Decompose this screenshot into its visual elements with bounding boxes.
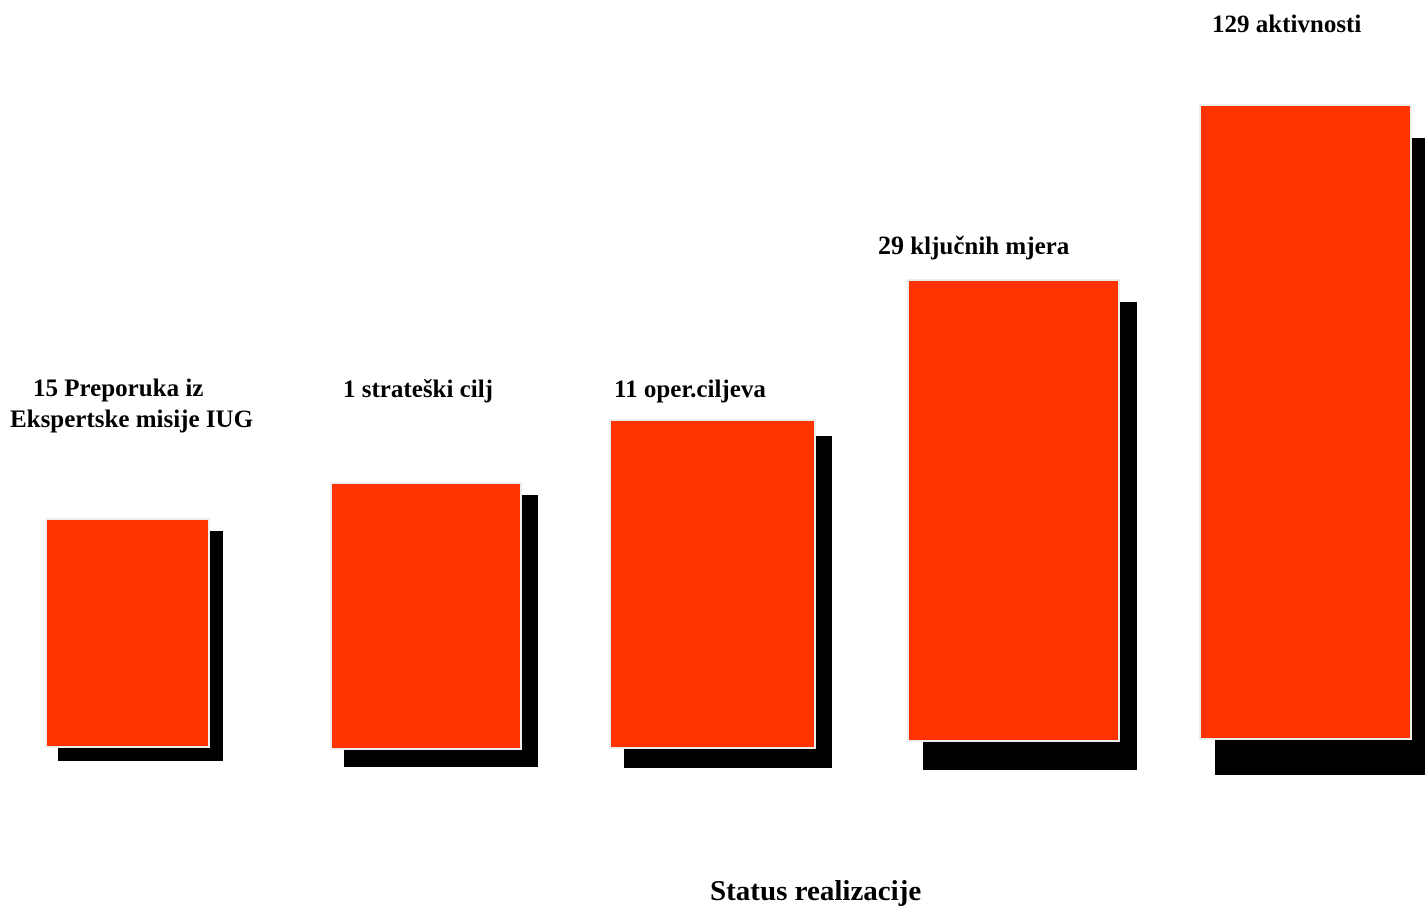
step-label-4-number: 29 <box>878 231 904 260</box>
step-block-1-face <box>45 518 210 748</box>
step-label-3: 11 oper.ciljeva <box>614 374 766 405</box>
caption: Status realizacije <box>710 875 922 907</box>
step-label-4-text: ključnih mjera <box>904 233 1070 260</box>
step-label-2-text: 1 strateški cilj <box>343 376 493 403</box>
step-block-3-face <box>609 419 816 749</box>
step-block-4-face <box>907 279 1120 742</box>
step-label-1-line2: Ekspertske misije IUG <box>10 406 254 433</box>
step-label-3-text: 11 oper.ciljeva <box>614 376 766 403</box>
step-block-2-face <box>330 482 522 750</box>
step-label-2: 1 strateški cilj <box>343 374 493 405</box>
step-label-4: 29 ključnih mjera <box>878 230 1069 262</box>
step-label-1-line1: 15 Preporuka iz <box>33 375 204 402</box>
step-label-5-text: 129 aktivnosti <box>1212 11 1362 38</box>
step-block-5-face <box>1199 104 1412 740</box>
step-label-1: 15 Preporuka iz Ekspertske misije IUG <box>10 373 253 435</box>
step-label-5: 129 aktivnosti <box>1212 9 1361 40</box>
